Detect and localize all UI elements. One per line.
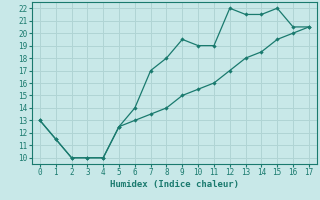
X-axis label: Humidex (Indice chaleur): Humidex (Indice chaleur): [110, 180, 239, 189]
